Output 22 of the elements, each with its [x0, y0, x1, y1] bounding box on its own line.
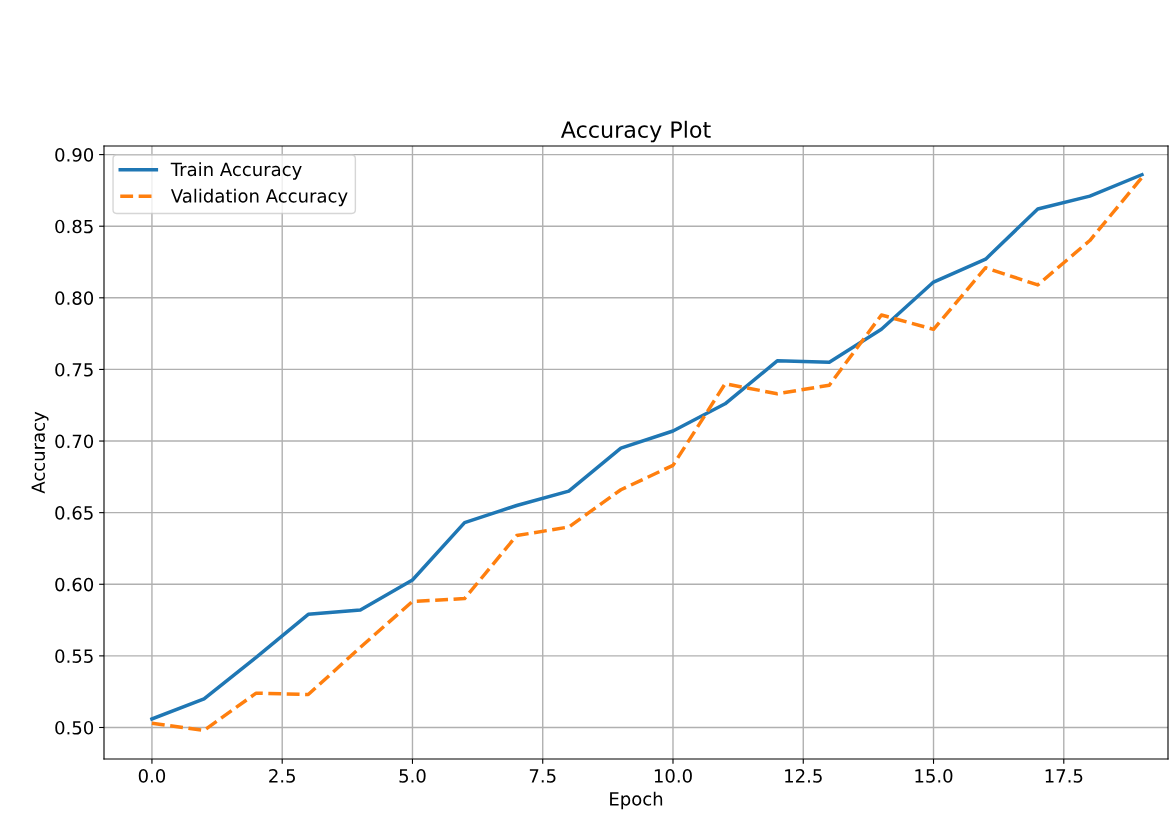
y-tick-label: 0.75	[55, 362, 93, 377]
y-axis-title: Accuracy	[31, 411, 49, 494]
y-tick-label: 0.65	[55, 506, 93, 520]
y-tick-label: 0.90	[55, 148, 94, 162]
y-tick-label: 0.50	[55, 720, 94, 735]
x-tick-label: 5.0	[399, 769, 426, 783]
x-tick-label: 2.5	[269, 769, 295, 783]
chart-title: Accuracy Plot	[560, 120, 711, 143]
x-tick-label: 7.5	[529, 769, 556, 783]
y-tick-label: 0.80	[55, 291, 94, 305]
x-tick-label: 0.0	[138, 769, 166, 783]
legend-label: Validation Accuracy	[170, 188, 348, 207]
x-tick-label: 12.5	[785, 769, 822, 783]
y-tick-label: 0.55	[55, 649, 93, 663]
x-tick-label: 17.5	[1045, 769, 1083, 783]
y-tick-label: 0.60	[55, 577, 94, 592]
legend-label: Train Accuracy	[170, 162, 302, 180]
x-axis-title: Epoch	[610, 791, 663, 810]
x-tick-label: 15.0	[915, 769, 953, 783]
x-tick-label: 10.0	[654, 769, 692, 783]
y-tick-label: 0.70	[55, 434, 94, 449]
y-tick-label: 0.85	[55, 219, 93, 234]
